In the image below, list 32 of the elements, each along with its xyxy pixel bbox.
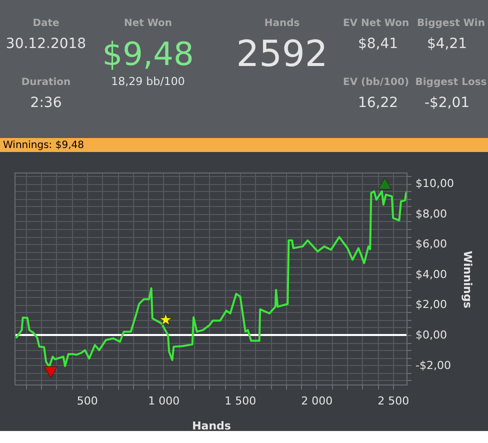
y-tick-label: $10,00	[416, 177, 454, 190]
y-tick-label: $0,00	[416, 328, 447, 342]
text: Net Won	[124, 18, 172, 29]
text: $4,21	[426, 36, 468, 52]
x-tick-label: 1 500	[224, 394, 256, 408]
text: Date	[32, 18, 60, 29]
x-tick-label: 1 000	[148, 394, 180, 408]
text: Biggest Loss	[415, 77, 487, 88]
text: 30.12.2018	[6, 36, 86, 52]
y-tick-label: $6,00	[416, 238, 447, 251]
y-axis-title: Winnings	[460, 250, 474, 309]
text: Hands	[264, 18, 300, 29]
text: EV Net Won	[342, 18, 410, 29]
x-axis-title: Hands	[192, 420, 232, 432]
text: 16,22	[358, 95, 398, 111]
y-tick-label: -$2,00	[416, 358, 451, 372]
y-tick-label: $8,00	[416, 207, 447, 220]
text: 2:36	[30, 95, 62, 111]
text: Biggest Win	[417, 18, 485, 29]
text: Duration	[21, 77, 71, 88]
text: EV (bb/100)	[342, 77, 410, 88]
y-tick-label: $4,00	[416, 268, 447, 281]
y-tick-label: $2,00	[416, 298, 447, 312]
text: $9,48	[102, 35, 194, 73]
chart-title: Winnings: $9,48	[3, 140, 84, 151]
text: 18,29 bb/100	[111, 75, 185, 88]
x-tick-label: 2 500	[378, 394, 410, 408]
x-tick-label: 2 000	[301, 394, 333, 408]
x-tick-label: 500	[76, 394, 98, 408]
text: -$2,01	[424, 95, 470, 111]
text: $8,41	[358, 36, 398, 52]
text: 2592	[236, 34, 328, 75]
